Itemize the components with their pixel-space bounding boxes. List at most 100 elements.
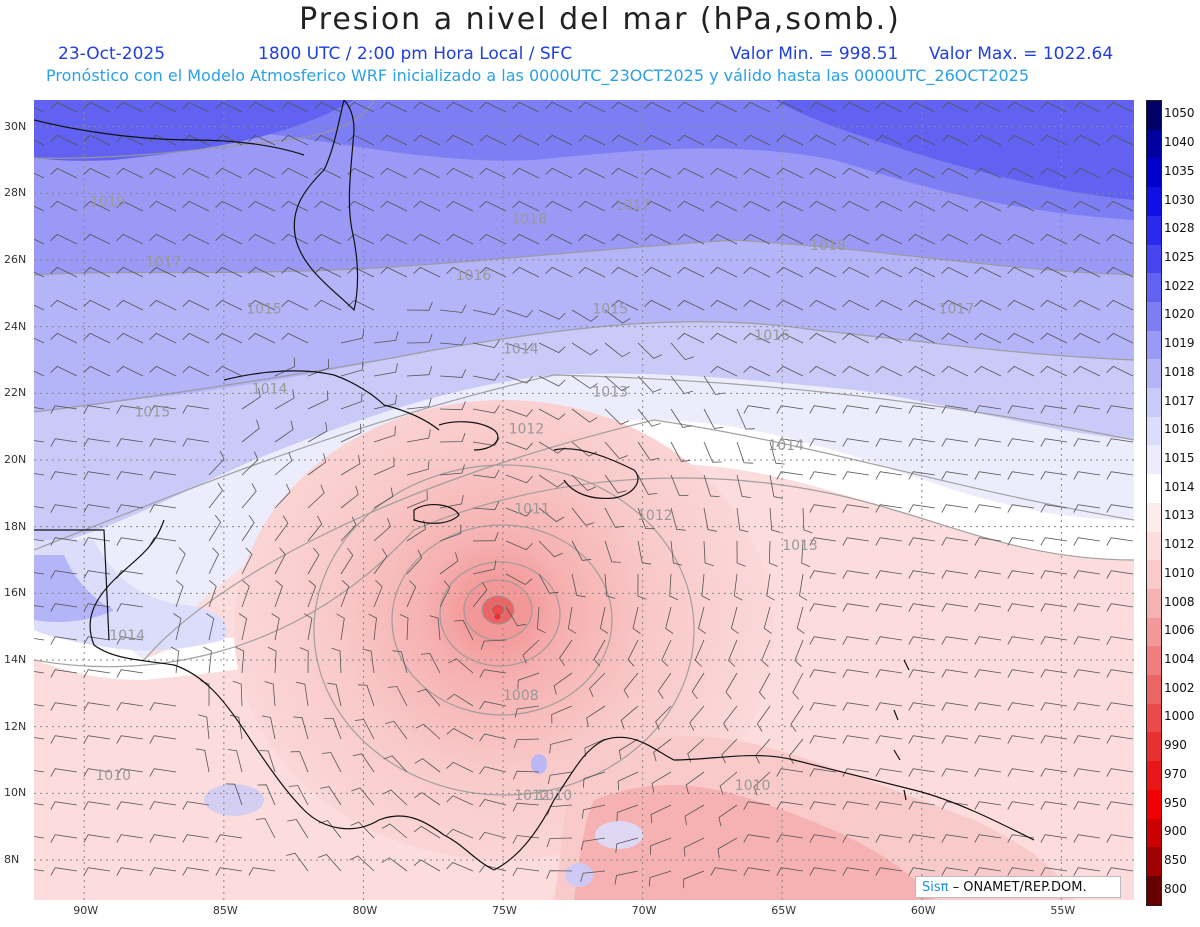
wind-barb (1040, 768, 1068, 777)
wind-barb (274, 389, 295, 410)
wind-barb (299, 647, 309, 674)
wind-barb (34, 238, 45, 245)
wind-barb (50, 299, 78, 311)
wind-barb (571, 540, 592, 561)
wind-barb (34, 205, 45, 212)
wind-barb (413, 167, 441, 179)
wind-barb (677, 332, 705, 344)
wind-barb (50, 167, 78, 179)
wind-barb (1040, 603, 1068, 612)
wind-barb (83, 834, 111, 843)
wind-barb (1073, 134, 1101, 146)
wind-barb (281, 167, 309, 179)
lat-tick-label: 26N (4, 253, 27, 266)
wind-barb (241, 580, 250, 608)
wind-barb (1040, 834, 1068, 843)
wind-barb (677, 266, 705, 278)
wind-barb (281, 332, 309, 344)
wind-barb (50, 537, 78, 546)
wind-barb (974, 332, 1002, 344)
contour-label: 1013 (782, 538, 818, 554)
wind-barb (1073, 669, 1101, 678)
wind-barb (373, 331, 399, 344)
wind-barb (599, 606, 609, 634)
wind-barb (314, 299, 342, 311)
wind-barb (286, 852, 309, 872)
wind-barb (875, 603, 903, 612)
wind-barb (512, 266, 540, 278)
wind-barb (34, 704, 45, 707)
wind-barb (1040, 471, 1068, 480)
wind-barb (34, 106, 45, 113)
wind-barb (604, 408, 630, 425)
wind-barb (1007, 438, 1035, 447)
wind-barb (83, 504, 111, 513)
wind-barb (373, 457, 395, 476)
wind-barb (215, 266, 243, 278)
wind-barb (479, 766, 507, 775)
wind-barb (340, 516, 357, 542)
wind-barb (941, 768, 969, 777)
wind-barb (479, 799, 507, 808)
wind-barb (229, 714, 243, 740)
colorbar-level-label: 1012 (1164, 537, 1195, 552)
wind-barb (941, 438, 969, 447)
wind-barb (809, 768, 837, 777)
wind-barb (439, 464, 465, 476)
wind-barb (1040, 200, 1068, 212)
wind-barb (350, 821, 375, 839)
wind-barb (215, 200, 243, 212)
wind-barb (307, 422, 328, 443)
wind-barb (710, 365, 738, 377)
wind-barb (340, 423, 362, 443)
wind-barb (571, 573, 586, 598)
wind-barb (788, 738, 804, 765)
colorbar-level-label: 900 (1164, 824, 1187, 839)
wind-barb (215, 867, 243, 876)
wind-barb (314, 266, 342, 278)
lat-tick-label: 24N (4, 319, 27, 333)
wind-barb (248, 167, 276, 179)
wind-barb (627, 639, 639, 667)
wind-barb (1073, 801, 1101, 810)
wind-barb (1007, 603, 1035, 612)
colorbar-level-label: 1035 (1164, 163, 1195, 178)
wind-barb (1106, 570, 1134, 579)
wind-barb (116, 471, 144, 480)
wind-barb (149, 834, 177, 843)
wind-barb (974, 570, 1002, 579)
contour-label: 1012 (514, 788, 550, 804)
wind-barb (614, 870, 639, 885)
wind-barb (116, 636, 144, 645)
wind-barb (758, 672, 771, 700)
lon-tick-label: 85W (212, 904, 238, 917)
wind-barb (538, 573, 559, 594)
wind-barb (703, 507, 717, 532)
wind-barb (553, 672, 573, 695)
wind-barb (50, 702, 78, 711)
wind-barb (941, 134, 969, 146)
wind-barb (116, 299, 144, 311)
wind-barb (842, 537, 870, 546)
wind-barb (689, 705, 705, 731)
lat-tick-label: 8N (4, 853, 20, 866)
wind-barb (908, 101, 936, 113)
wind-barb (50, 101, 78, 113)
wind-barb (545, 167, 573, 179)
wind-barb (1073, 603, 1101, 612)
wind-barb (380, 200, 408, 212)
wind-barb (1106, 101, 1134, 113)
wind-barb (743, 134, 771, 146)
wind-barb (50, 405, 78, 414)
contour-label: 1015 (592, 301, 628, 317)
wind-barb (538, 375, 566, 387)
wind-barb (875, 200, 903, 212)
wind-barb (677, 134, 705, 146)
wind-barb (116, 768, 144, 777)
wind-barb (611, 299, 639, 311)
wind-barb (743, 867, 771, 876)
wind-barb (274, 483, 291, 509)
wind-barb (287, 818, 309, 839)
wind-barb (255, 818, 276, 839)
wind-barb (248, 233, 276, 245)
